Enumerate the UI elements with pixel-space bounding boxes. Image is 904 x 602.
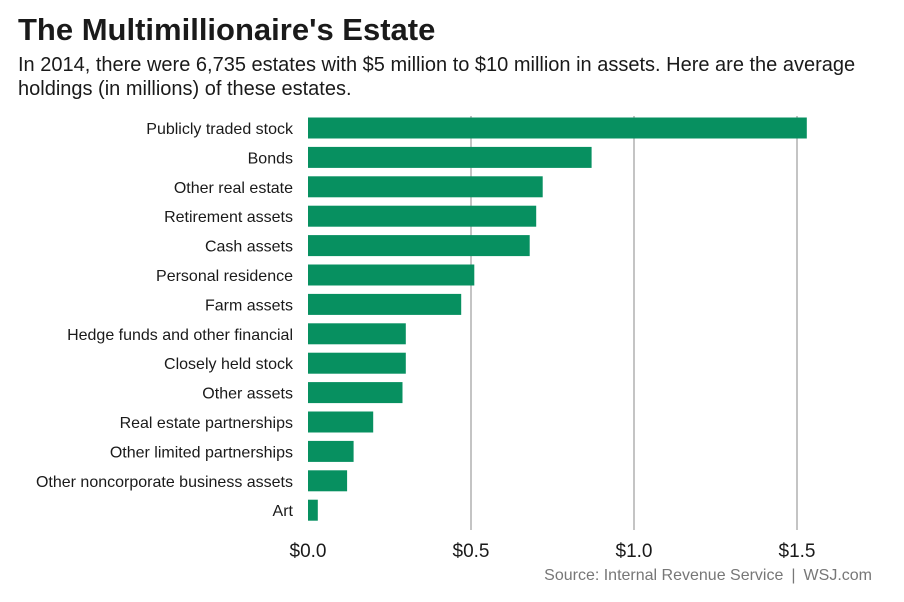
bars	[308, 117, 807, 521]
category-label: Hedge funds and other financial	[67, 327, 293, 344]
bar	[308, 323, 406, 345]
bar	[308, 205, 537, 227]
category-label: Other limited partnerships	[110, 444, 293, 461]
bar	[308, 293, 462, 315]
bar	[308, 117, 807, 139]
category-label: Publicly traded stock	[146, 121, 294, 138]
bar	[308, 499, 318, 521]
category-label: Bonds	[248, 150, 293, 167]
category-label: Farm assets	[205, 297, 293, 314]
source-site: WSJ.com	[803, 567, 872, 584]
source-line: Source: Internal Revenue Service | WSJ.com	[544, 567, 872, 585]
category-label: Other real estate	[174, 180, 293, 197]
bar	[308, 411, 374, 433]
category-labels: Publicly traded stock Bonds Other real est…	[36, 121, 294, 520]
category-label: Retirement assets	[164, 209, 293, 226]
bar	[308, 146, 592, 168]
bar	[308, 235, 530, 257]
bar	[308, 382, 403, 404]
bar	[308, 352, 406, 374]
source-separator: |	[791, 567, 796, 584]
bar	[308, 440, 354, 462]
tick-label: $0.0	[290, 541, 327, 562]
category-label: Art	[273, 503, 294, 520]
tick-label: $0.5	[453, 541, 490, 562]
bar	[308, 176, 543, 198]
category-label: Real estate partnerships	[120, 415, 293, 432]
category-label: Cash assets	[205, 239, 293, 256]
category-label: Personal residence	[156, 268, 293, 285]
category-label: Closely held stock	[164, 356, 294, 373]
category-label: Other assets	[202, 386, 293, 403]
chart-title: The Multimillionaire's Estate	[18, 12, 436, 47]
chart-subtitle: In 2014, there were 6,735 estates with $…	[18, 54, 856, 100]
bar	[308, 264, 475, 286]
bar	[308, 470, 348, 492]
tick-label: $1.0	[616, 541, 653, 562]
source-text: Source: Internal Revenue Service	[544, 567, 784, 584]
category-label: Other noncorporate business assets	[36, 474, 293, 491]
x-axis-tick-labels: $0.0 $0.5 $1.0 $1.5	[290, 541, 816, 562]
tick-label: $1.5	[779, 541, 816, 562]
